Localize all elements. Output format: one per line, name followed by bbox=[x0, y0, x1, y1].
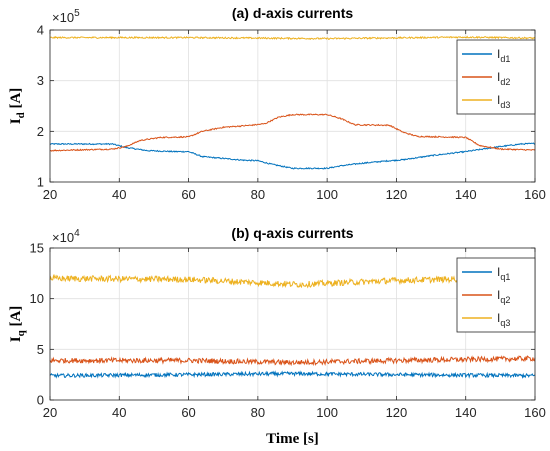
y-axis-label: Iq [A] bbox=[8, 306, 27, 343]
x-tick-label: 60 bbox=[181, 405, 195, 420]
x-tick-label: 40 bbox=[112, 405, 126, 420]
x-tick-label: 140 bbox=[455, 187, 477, 202]
legend-subscript: q3 bbox=[500, 318, 510, 328]
exponent-power: 4 bbox=[74, 228, 80, 239]
y-tick-label: 3 bbox=[37, 73, 44, 88]
x-tick-label: 100 bbox=[316, 405, 338, 420]
y-tick-label: 4 bbox=[37, 23, 44, 38]
legend-symbol: I bbox=[497, 93, 500, 107]
y-label-symbol: I bbox=[8, 118, 24, 124]
y-tick-label: 0 bbox=[37, 393, 44, 408]
x-tick-label: 120 bbox=[386, 405, 408, 420]
series-line-q2 bbox=[49, 355, 536, 367]
series-line-d2 bbox=[49, 113, 536, 152]
legend-subscript: q2 bbox=[500, 295, 510, 305]
x-tick-label: 120 bbox=[386, 187, 408, 202]
series-line-q1 bbox=[49, 370, 536, 380]
y-tick-label: 1 bbox=[37, 175, 44, 190]
panel-q-axis: 20 40 60 80 100 120 140 160 0 5 10 15 ×104 (b) q-axis… bbox=[8, 225, 546, 447]
x-tick-label: 160 bbox=[524, 187, 546, 202]
series-line-d1 bbox=[49, 142, 536, 170]
y-tick-label: 5 bbox=[37, 342, 44, 357]
x-tick-label: 20 bbox=[43, 405, 57, 420]
y-label-unit: [A] bbox=[8, 306, 24, 331]
legend-subscript: d3 bbox=[500, 100, 510, 110]
y-label-symbol: I bbox=[8, 336, 24, 342]
x-tick-label: 80 bbox=[251, 187, 265, 202]
legend-symbol: I bbox=[497, 47, 500, 61]
legend-label-q2: Iq2 bbox=[497, 288, 510, 305]
plot-area bbox=[50, 30, 535, 182]
x-tick-label: 20 bbox=[43, 187, 57, 202]
panel-d-axis: 20 40 60 80 100 120 140 160 1 2 3 4 ×105 (a) d-axis c… bbox=[8, 5, 546, 202]
series-line-q3 bbox=[49, 273, 536, 289]
x-tick-label: 140 bbox=[455, 405, 477, 420]
exponent-base: ×10 bbox=[52, 230, 74, 245]
legend-label-d2: Id2 bbox=[497, 70, 510, 87]
legend-label-q3: Iq3 bbox=[497, 311, 510, 328]
chart-title: (a) d-axis currents bbox=[232, 5, 354, 21]
chart-title: (b) q-axis currents bbox=[231, 225, 353, 241]
y-axis-label: Id [A] bbox=[8, 88, 27, 125]
x-tick-label: 160 bbox=[524, 405, 546, 420]
series-line-d3 bbox=[49, 35, 536, 41]
legend-subscript: d2 bbox=[500, 77, 510, 87]
x-tick-label: 100 bbox=[316, 187, 338, 202]
legend-symbol: I bbox=[497, 311, 500, 325]
legend-symbol: I bbox=[497, 265, 500, 279]
exponent-base: ×10 bbox=[52, 10, 74, 25]
legend-subscript: q1 bbox=[500, 272, 510, 282]
exponent-power: 5 bbox=[74, 8, 80, 19]
y-tick-label: 15 bbox=[30, 241, 44, 256]
y-label-subscript: d bbox=[15, 112, 27, 118]
y-exponent-label: ×104 bbox=[52, 228, 80, 245]
y-label-unit: [A] bbox=[8, 88, 24, 113]
legend-label-d3: Id3 bbox=[497, 93, 510, 110]
legend-subscript: d1 bbox=[500, 54, 510, 64]
y-exponent-label: ×105 bbox=[52, 8, 80, 25]
x-axis-label: Time [s] bbox=[266, 431, 319, 447]
legend-symbol: I bbox=[497, 288, 500, 302]
legend-symbol: I bbox=[497, 70, 500, 84]
x-tick-label: 60 bbox=[181, 187, 195, 202]
x-tick-label: 40 bbox=[112, 187, 126, 202]
y-label-subscript: q bbox=[15, 329, 27, 336]
legend-label-d1: Id1 bbox=[497, 47, 510, 64]
legend-label-q1: Iq1 bbox=[497, 265, 510, 282]
y-tick-label: 10 bbox=[30, 291, 44, 306]
x-tick-label: 80 bbox=[251, 405, 265, 420]
y-tick-label: 2 bbox=[37, 124, 44, 139]
